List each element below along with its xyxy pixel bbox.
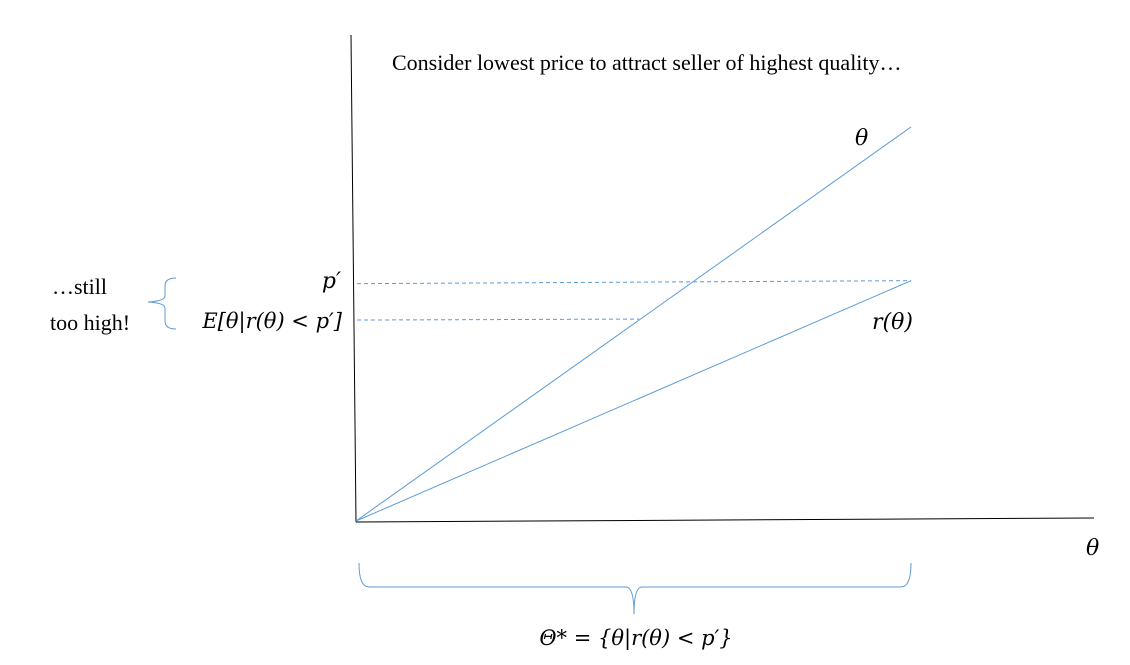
side-note-line-2: too high! (50, 310, 130, 335)
expectation-label: E[θ|r(θ) < p′] (201, 309, 342, 334)
left-brace (147, 277, 177, 330)
x-axis-label: θ (1086, 536, 1099, 561)
diagram-caption: Consider lowest price to attract seller … (392, 50, 902, 75)
expectation-dashed-line (356, 318, 640, 321)
y-axis (350, 34, 357, 523)
r-theta-line-label: r(θ) (872, 310, 913, 335)
theta-line-label: θ (855, 126, 868, 151)
x-axis (355, 517, 1095, 523)
bottom-brace (358, 562, 912, 615)
r-theta-line (355, 280, 912, 522)
theta-star-label: Θ* = {θ|r(θ) < p′} (539, 626, 732, 651)
side-note-line-1: …still (52, 274, 107, 299)
p-prime-label: p′ (322, 269, 341, 294)
p-prime-dashed-line (356, 280, 912, 285)
theta-line (355, 126, 912, 522)
